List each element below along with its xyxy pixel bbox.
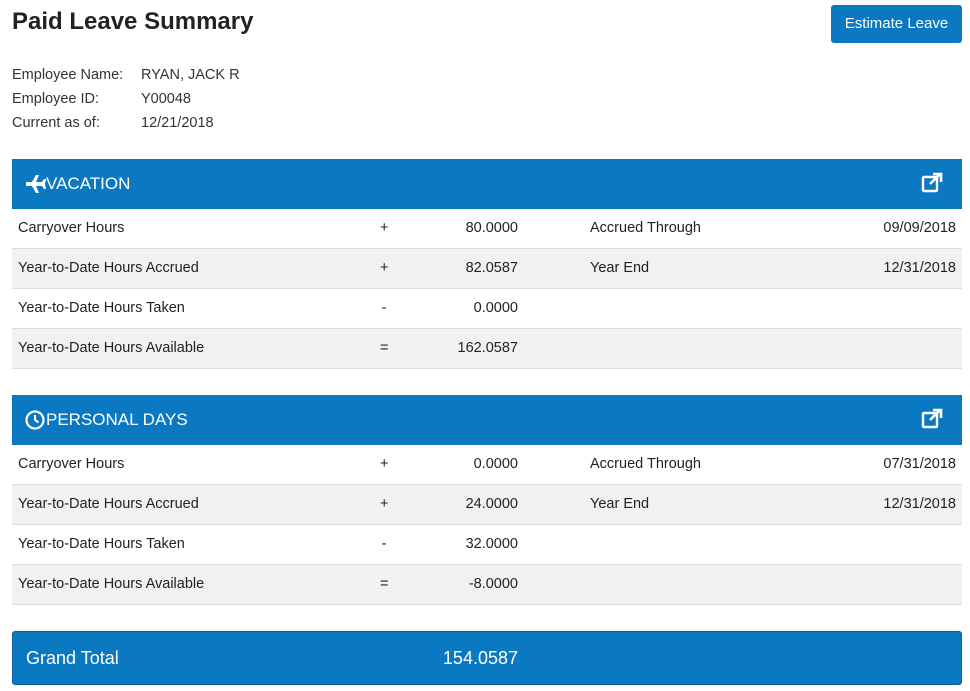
- row-label: Carryover Hours: [18, 220, 125, 236]
- row-label: Year-to-Date Hours Taken: [18, 300, 185, 316]
- side-label: Year End: [590, 260, 650, 276]
- leave-row: Year-to-Date Hours Accrued +82.0587 Year E…: [12, 249, 962, 289]
- row-label: Year-to-Date Hours Taken: [18, 536, 185, 552]
- side-label: Year End: [590, 496, 650, 512]
- grand-total-label: Grand Total: [26, 648, 119, 668]
- section-header: VACATION: [12, 159, 962, 209]
- leave-row: Carryover Hours +80.0000 Accrued Through 09…: [12, 209, 962, 249]
- section-header: PERSONAL DAYS: [12, 395, 962, 445]
- row-operator: +: [380, 220, 389, 236]
- row-label: Year-to-Date Hours Accrued: [18, 496, 199, 512]
- leave-row: Year-to-Date Hours Taken - 0.0000: [12, 289, 962, 329]
- row-value: 162.0587: [457, 340, 518, 356]
- leave-row: Year-to-Date Hours Available = -8.0000: [12, 565, 962, 605]
- section-icon: [26, 175, 46, 193]
- side-label: Accrued Through: [590, 456, 701, 472]
- employee-label: Employee ID:: [12, 91, 100, 107]
- section-title: VACATION: [46, 174, 131, 193]
- side-value: 07/31/2018: [883, 456, 956, 472]
- row-operator: -: [381, 536, 387, 552]
- row-label: Year-to-Date Hours Available: [18, 340, 205, 356]
- employee-label: Employee Name:: [12, 67, 124, 83]
- row-operator: +: [380, 260, 389, 276]
- row-value: 80.0000: [465, 220, 518, 236]
- row-value: 0.0000: [473, 300, 518, 316]
- leave-row: Year-to-Date Hours Accrued +24.0000 Year E…: [12, 485, 962, 525]
- open-details-icon[interactable]: [921, 408, 943, 430]
- side-value: 12/31/2018: [883, 496, 956, 512]
- row-value: 82.0587: [465, 260, 518, 276]
- employee-label: Current as of:: [12, 115, 100, 131]
- employee-value: RYAN, JACK R: [141, 67, 240, 83]
- estimate-leave-button[interactable]: Estimate Leave: [831, 5, 962, 43]
- row-operator: =: [380, 576, 389, 592]
- row-label: Year-to-Date Hours Available: [18, 576, 205, 592]
- section-title: PERSONAL DAYS: [46, 410, 188, 429]
- row-operator: -: [381, 300, 387, 316]
- row-operator: +: [380, 496, 389, 512]
- employee-value: Y00048: [141, 91, 191, 107]
- side-value: 12/31/2018: [883, 260, 956, 276]
- leave-row: Year-to-Date Hours Available = 162.0587: [12, 329, 962, 369]
- grand-total-bar: Grand Total 154.0587: [12, 631, 962, 685]
- row-operator: =: [380, 340, 389, 356]
- side-value: 09/09/2018: [883, 220, 956, 236]
- page-title: Paid Leave Summary: [12, 8, 254, 35]
- row-value: 32.0000: [465, 536, 518, 552]
- row-operator: +: [380, 456, 389, 472]
- row-value: 24.0000: [465, 496, 518, 512]
- open-details-icon[interactable]: [921, 172, 943, 194]
- row-label: Year-to-Date Hours Accrued: [18, 260, 199, 276]
- grand-total-value: 154.0587: [442, 648, 518, 668]
- row-value: -8.0000: [468, 576, 518, 592]
- row-label: Carryover Hours: [18, 456, 125, 472]
- leave-row: Carryover Hours +0.0000 Accrued Through 07/…: [12, 445, 962, 485]
- row-value: 0.0000: [473, 456, 518, 472]
- leave-row: Year-to-Date Hours Taken - 32.0000: [12, 525, 962, 565]
- section-icon: [25, 410, 45, 430]
- side-label: Accrued Through: [590, 220, 701, 236]
- employee-value: 12/21/2018: [141, 115, 214, 131]
